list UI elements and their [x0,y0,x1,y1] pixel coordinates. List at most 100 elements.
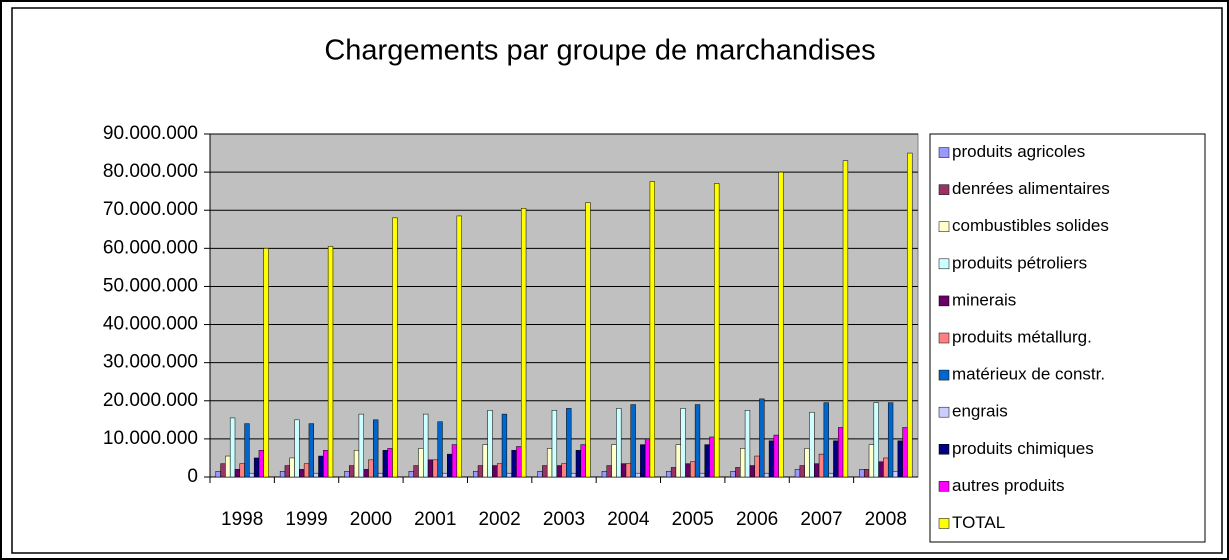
bar [327,246,334,478]
y-tick-label: 90.000.000 [103,123,198,144]
bar [313,472,319,478]
bar [809,411,815,478]
bar [225,455,231,478]
bar [616,408,622,478]
bar [556,465,562,478]
legend-swatch [938,332,950,344]
bar [814,463,820,478]
legend-label: produits pétroliers [952,253,1087,272]
bar [570,472,577,478]
bar [344,471,350,478]
bar [418,448,424,478]
bar [644,438,651,478]
bar [492,465,498,478]
y-tick-label: 70.000.000 [103,199,198,220]
bar [670,467,677,478]
bar [828,472,834,478]
bar [451,444,458,478]
bar [542,465,548,478]
bar [685,463,691,478]
bar [585,202,591,478]
bar [878,461,884,478]
bar [427,459,434,478]
bar [778,171,784,478]
bar [630,404,636,478]
x-tick-label: 2006 [736,509,778,530]
bar [456,215,462,478]
bar [611,444,617,478]
bar [818,453,825,478]
bar [842,160,849,478]
x-tick-label: 2005 [672,509,714,530]
bar [566,408,572,478]
bar [759,398,765,478]
bar [868,444,875,478]
bar [714,183,720,478]
bar [353,450,360,478]
legend [929,133,1206,543]
bar [740,448,746,478]
x-tick-label: 2008 [865,509,907,530]
bar [823,402,829,478]
bar [516,446,522,478]
bar [496,463,503,478]
legend-label: matérieux de constr. [952,365,1105,384]
bar [561,463,567,478]
bar [437,421,443,478]
y-tick-label: 60.000.000 [103,237,198,258]
legend-label: produits métallurg. [952,327,1092,346]
bar [289,457,295,478]
bar [694,404,701,478]
bar [649,181,656,478]
legend-label: TOTAL [952,513,1005,532]
bar [408,471,414,478]
y-tick-label: 80.000.000 [103,161,198,182]
legend-label: denrées alimentaires [952,179,1110,198]
bar [580,444,586,478]
bar [477,465,484,478]
legend-label: produits agricoles [952,142,1085,161]
bar [749,465,755,478]
bar [680,408,686,478]
bar [377,472,384,478]
bar [666,471,672,478]
bar [699,472,705,478]
bar [537,471,543,478]
y-tick-label: 30.000.000 [103,352,198,373]
x-tick-label: 1999 [285,509,327,530]
bar [472,471,479,478]
bar [423,413,429,478]
bar [887,402,894,478]
y-tick-label: 40.000.000 [103,314,198,335]
bar [392,217,398,478]
bar [501,413,508,478]
bar [625,463,632,478]
bar [432,459,438,478]
legend-swatch [938,221,950,232]
bar [704,444,710,478]
bar [382,450,388,478]
legend-label: produits chimiques [952,439,1094,458]
legend-swatch [938,481,950,492]
bar [511,450,517,478]
bar [387,448,393,478]
bar [907,152,913,478]
bar [606,465,612,478]
bar [837,427,844,478]
bar [764,472,770,478]
legend-swatch [938,184,950,195]
x-tick-label: 1998 [221,509,263,530]
legend-swatch [938,295,950,307]
bar [373,419,379,478]
y-tick-label: 20.000.000 [103,390,198,411]
x-tick-label: 2000 [350,509,392,530]
legend-label: minerais [952,290,1016,309]
bar [482,444,488,478]
bar [263,248,269,478]
legend-label: engrais [952,402,1008,421]
x-tick-label: 2007 [800,509,842,530]
bar [284,465,291,478]
bar [294,419,300,478]
bar [358,413,364,478]
bar [244,423,250,478]
